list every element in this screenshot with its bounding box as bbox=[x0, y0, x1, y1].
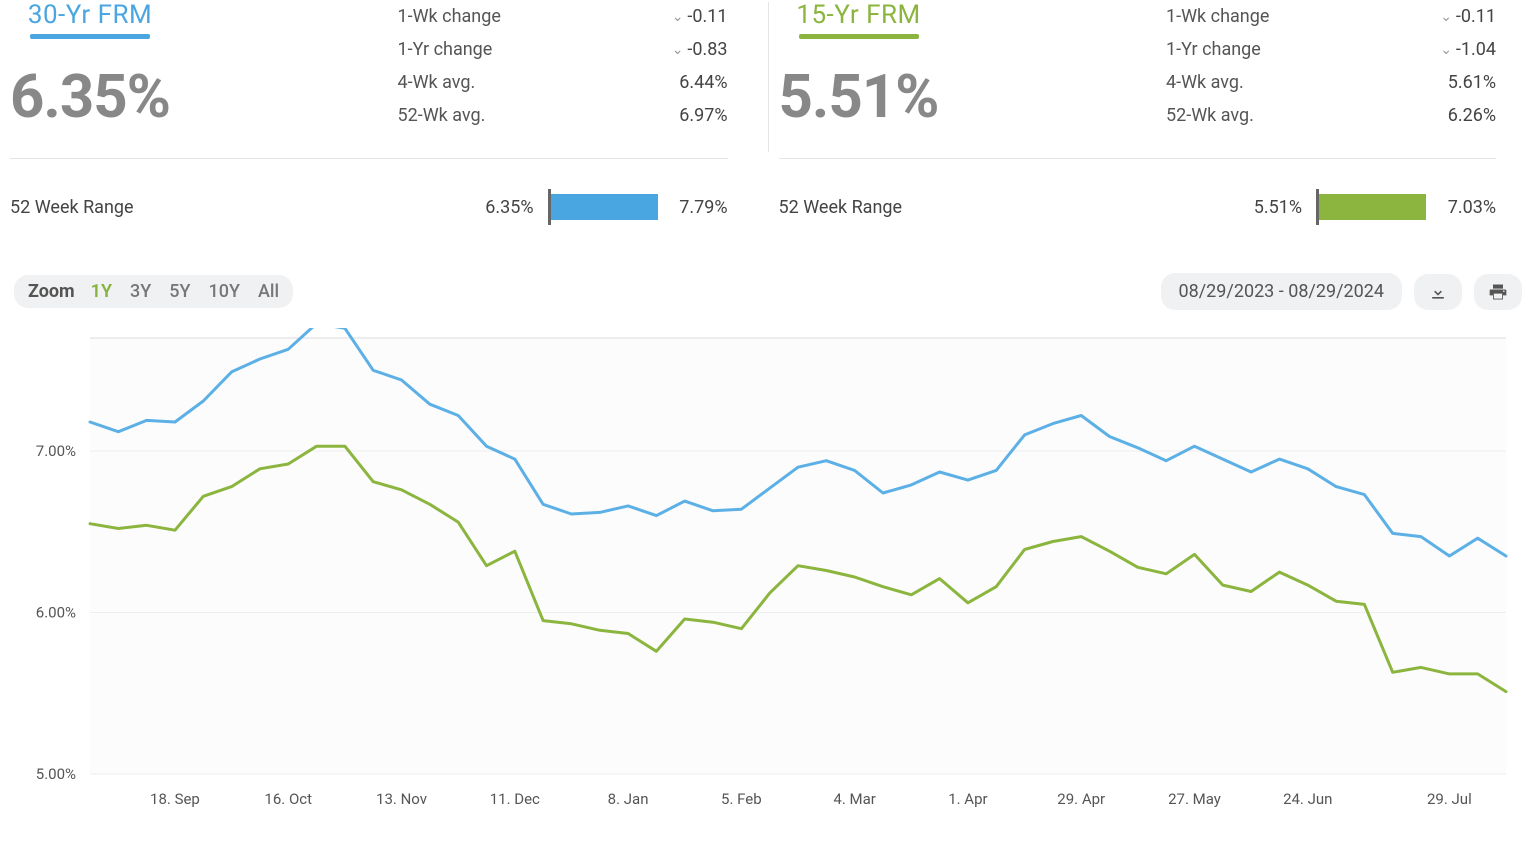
stat-row: 52-Wk avg. 6.26% bbox=[1166, 99, 1496, 132]
frm15-title: 15-Yr FRM bbox=[796, 0, 920, 30]
stat-value: ⌄-1.04 bbox=[1440, 39, 1496, 60]
frm30-title: 30-Yr FRM bbox=[28, 0, 152, 30]
zoom-3y-button[interactable]: 3Y bbox=[130, 281, 151, 302]
stat-label: 4-Wk avg. bbox=[398, 72, 476, 93]
zoom-group: Zoom 1Y 3Y 5Y 10Y All bbox=[14, 275, 293, 308]
frm30-range-low: 6.35% bbox=[485, 197, 533, 218]
x-tick-label: 27. May bbox=[1168, 790, 1221, 808]
x-tick-label: 13. Nov bbox=[376, 790, 427, 808]
print-button[interactable] bbox=[1474, 274, 1522, 310]
stat-label: 1-Wk change bbox=[398, 6, 501, 27]
stat-label: 1-Yr change bbox=[398, 39, 493, 60]
stat-value: 5.61% bbox=[1448, 72, 1496, 93]
x-tick-label: 24. Jun bbox=[1283, 790, 1332, 808]
frm30-rate: 6.35% bbox=[10, 65, 170, 128]
zoom-all-button[interactable]: All bbox=[258, 281, 279, 302]
stat-row: 1-Yr change ⌄-1.04 bbox=[1166, 33, 1496, 66]
rate-chart: 5.00% 6.00% 7.00% 18. Sep 16. Oct 13. Nov 11. … bbox=[0, 322, 1536, 818]
frm30-range-label: 52 Week Range bbox=[10, 197, 485, 218]
stat-label: 1-Yr change bbox=[1166, 39, 1261, 60]
frm15-range-low: 5.51% bbox=[1254, 197, 1302, 218]
stat-label: 1-Wk change bbox=[1166, 6, 1269, 27]
x-tick-label: 29. Apr bbox=[1057, 790, 1105, 808]
x-tick-label: 4. Mar bbox=[833, 790, 875, 808]
y-tick-label: 6.00% bbox=[36, 604, 76, 622]
frm15-range-high: 7.03% bbox=[1440, 197, 1496, 218]
stat-row: 52-Wk avg. 6.97% bbox=[398, 99, 728, 132]
frm30-underline bbox=[30, 34, 150, 39]
x-tick-label: 5. Feb bbox=[721, 790, 762, 808]
trend-down-icon: ⌄ bbox=[1440, 42, 1452, 58]
stat-row: 4-Wk avg. 5.61% bbox=[1166, 66, 1496, 99]
stat-row: 4-Wk avg. 6.44% bbox=[398, 66, 728, 99]
stat-value: 6.44% bbox=[679, 72, 727, 93]
frm15-rate: 5.51% bbox=[779, 65, 939, 128]
stat-label: 52-Wk avg. bbox=[1166, 105, 1254, 126]
panel-15yr-frm: 15-Yr FRM 5.51% 1-Wk change ⌄-0.11 1-Yr ch… bbox=[769, 0, 1536, 257]
x-tick-label: 18. Sep bbox=[150, 790, 200, 808]
frm30-range-bar bbox=[548, 189, 658, 225]
zoom-label: Zoom bbox=[28, 281, 75, 302]
stat-value: 6.26% bbox=[1448, 105, 1496, 126]
frm15-range-row: 52 Week Range 5.51% 7.03% bbox=[779, 159, 1497, 237]
x-tick-label: 11. Dec bbox=[490, 790, 540, 808]
stat-row: 1-Wk change ⌄-0.11 bbox=[1166, 0, 1496, 33]
y-tick-label: 5.00% bbox=[36, 765, 76, 783]
stat-value: ⌄-0.11 bbox=[1440, 6, 1496, 27]
trend-down-icon: ⌄ bbox=[672, 42, 684, 58]
frm30-range-high: 7.79% bbox=[672, 197, 728, 218]
chart-svg: 5.00% 6.00% 7.00% 18. Sep 16. Oct 13. Nov 11. … bbox=[10, 328, 1526, 818]
frm15-stats: 1-Wk change ⌄-0.11 1-Yr change ⌄-1.04 4-Wk a… bbox=[1166, 0, 1496, 132]
stat-value: 6.97% bbox=[679, 105, 727, 126]
date-range-pill[interactable]: 08/29/2023 - 08/29/2024 bbox=[1161, 273, 1402, 310]
chart-toolbar: Zoom 1Y 3Y 5Y 10Y All 08/29/2023 - 08/29/202… bbox=[0, 257, 1536, 322]
trend-down-icon: ⌄ bbox=[672, 9, 684, 25]
zoom-5y-button[interactable]: 5Y bbox=[169, 281, 190, 302]
frm15-range-label: 52 Week Range bbox=[779, 197, 1254, 218]
stat-value: ⌄-0.83 bbox=[672, 39, 728, 60]
frm15-underline bbox=[799, 34, 919, 39]
panel-30yr-frm: 30-Yr FRM 6.35% 1-Wk change ⌄-0.11 1-Yr ch… bbox=[0, 0, 768, 257]
zoom-10y-button[interactable]: 10Y bbox=[208, 281, 239, 302]
x-tick-label: 16. Oct bbox=[264, 790, 312, 808]
trend-down-icon: ⌄ bbox=[1440, 9, 1452, 25]
stat-row: 1-Wk change ⌄-0.11 bbox=[398, 0, 728, 33]
frm30-stats: 1-Wk change ⌄-0.11 1-Yr change ⌄-0.83 4-Wk a… bbox=[398, 0, 728, 132]
frm30-range-row: 52 Week Range 6.35% 7.79% bbox=[10, 159, 728, 237]
download-icon bbox=[1428, 282, 1448, 302]
summary-panels: 30-Yr FRM 6.35% 1-Wk change ⌄-0.11 1-Yr ch… bbox=[0, 0, 1536, 257]
y-tick-label: 7.00% bbox=[36, 442, 76, 460]
stat-label: 4-Wk avg. bbox=[1166, 72, 1244, 93]
stat-label: 52-Wk avg. bbox=[398, 105, 486, 126]
frm15-range-bar bbox=[1316, 189, 1426, 225]
x-tick-label: 8. Jan bbox=[608, 790, 649, 808]
zoom-1y-button[interactable]: 1Y bbox=[91, 281, 112, 302]
x-tick-label: 1. Apr bbox=[948, 790, 987, 808]
print-icon bbox=[1488, 282, 1508, 302]
x-tick-label: 29. Jul bbox=[1427, 790, 1472, 808]
stat-row: 1-Yr change ⌄-0.83 bbox=[398, 33, 728, 66]
download-button[interactable] bbox=[1414, 274, 1462, 310]
stat-value: ⌄-0.11 bbox=[672, 6, 728, 27]
